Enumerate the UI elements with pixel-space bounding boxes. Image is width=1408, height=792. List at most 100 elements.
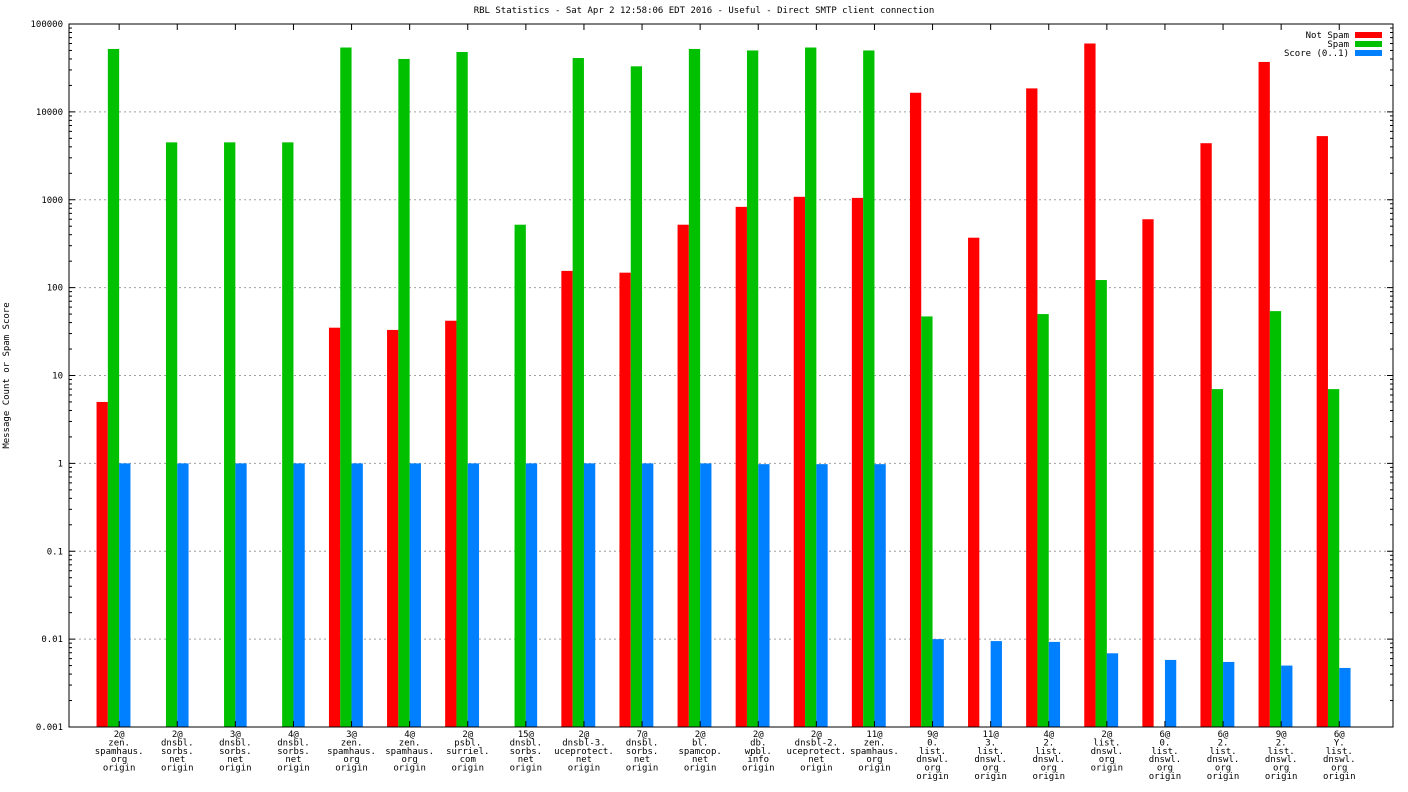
bar: [1106, 653, 1119, 727]
bar: [932, 639, 944, 727]
x-tick-label: 9@ 0. list. dnswl. org origin: [916, 730, 949, 782]
x-tick-label: 2@ list. dnswl. org origin: [1091, 730, 1124, 774]
bar: [177, 463, 189, 727]
chart-title: RBL Statistics - Sat Apr 2 12:58:06 EDT …: [473, 6, 935, 16]
x-tick-label: 11@ 3. list. dnswl. org origin: [974, 730, 1007, 782]
bar: [1281, 665, 1293, 727]
x-tick-label: 2@ dnsbl. sorbs. net origin: [161, 730, 194, 774]
bar: [921, 316, 933, 727]
bar: [1258, 61, 1270, 727]
x-tick-label: 3@ zen. spamhaus. org origin: [327, 730, 376, 774]
y-tick-label: 1: [58, 459, 63, 469]
bar: [851, 197, 864, 727]
bar: [688, 48, 701, 728]
bar: [467, 463, 480, 727]
bar: [642, 463, 654, 727]
bar: [398, 58, 410, 727]
bar: [1211, 389, 1224, 727]
y-tick-label: 100000: [30, 20, 63, 30]
y-tick-label: 0.001: [36, 723, 63, 733]
bar: [224, 142, 236, 728]
bar: [619, 272, 631, 727]
x-tick-label: 2@ db. wpbl. info origin: [742, 730, 775, 774]
bar: [805, 47, 817, 728]
bar: [1095, 280, 1107, 727]
bar: [746, 50, 759, 728]
bar: [1327, 389, 1340, 727]
x-tick-label: 2@ psbl. surriel. com origin: [446, 730, 489, 774]
y-tick-label: 1000: [41, 196, 63, 206]
legend-swatch: [1355, 32, 1382, 38]
bar: [456, 52, 468, 727]
bar: [293, 463, 305, 727]
legend-label: Not Spam: [1306, 31, 1349, 41]
bar: [909, 92, 922, 727]
bar: [1316, 136, 1328, 728]
bars: [96, 43, 1351, 728]
y-tick-label: 10: [52, 372, 63, 382]
bar: [677, 224, 689, 727]
bar: [874, 464, 886, 727]
bar: [409, 463, 421, 727]
legend-label: Spam: [1327, 40, 1349, 50]
x-tick-label: 2@ zen. spamhaus. org origin: [95, 730, 144, 774]
bar: [968, 237, 980, 727]
bar: [351, 463, 363, 727]
bar: [1026, 88, 1038, 728]
y-axis-label: Message Count or Spam Score: [2, 302, 12, 448]
x-tick-label: 4@ zen. spamhaus. org origin: [385, 730, 434, 774]
bar: [445, 320, 457, 727]
x-tick-label: 11@ zen. spamhaus. org origin: [850, 730, 899, 774]
y-tick-label: 100: [47, 284, 63, 294]
gridlines: [69, 111, 1393, 640]
y-tick-label: 0.01: [41, 635, 63, 645]
bar: [735, 206, 747, 727]
legend-label: Score (0..1): [1284, 49, 1349, 59]
bar: [514, 224, 526, 727]
x-tick-label: 7@ dnsbl. sorbs. net origin: [626, 730, 659, 774]
bar: [1339, 667, 1351, 727]
x-tick-label: 3@ dnsbl. sorbs. net origin: [219, 730, 252, 774]
x-tick-label: 2@ dnsbl-3. uceprotect. net origin: [554, 730, 614, 774]
bar: [96, 401, 108, 727]
bar: [990, 641, 1002, 727]
bar: [572, 58, 584, 728]
bar: [1084, 43, 1096, 728]
x-tick-label: 4@ dnsbl. sorbs. net origin: [277, 730, 310, 774]
bar: [1037, 314, 1049, 727]
y-tick-label: 0.1: [47, 547, 63, 557]
bar: [863, 50, 875, 728]
bar: [758, 464, 770, 727]
x-tick-label: 9@ 2. list. dnswl. org origin: [1265, 730, 1298, 782]
x-tick-label: 2@ bl. spamcop. net origin: [678, 730, 721, 774]
bar: [235, 463, 247, 727]
bar: [1164, 659, 1177, 727]
bar: [1048, 641, 1061, 727]
x-tick-label: 2@ dnsbl-2. uceprotect. net origin: [787, 730, 847, 774]
bar: [1200, 143, 1212, 727]
bar: [340, 47, 352, 728]
bar: [583, 463, 596, 727]
bar: [793, 196, 806, 728]
legend-swatch: [1355, 41, 1382, 47]
bar: [1142, 219, 1154, 727]
y-axis: 0.001 0.01 0.1 1 10 100 1000 10000 100000: [30, 20, 1393, 733]
x-tick-label: 6@ 0. list. dnswl. org origin: [1149, 730, 1182, 782]
bar: [525, 463, 538, 727]
bar: [1269, 311, 1282, 727]
bar: [630, 66, 643, 727]
bar: [119, 463, 131, 727]
x-tick-label: 4@ 2. list. dnswl. org origin: [1032, 730, 1065, 782]
bar: [107, 48, 120, 728]
x-axis: 2@ zen. spamhaus. org origin 2@ dnsbl. sorbs. ne…: [95, 24, 1356, 782]
x-tick-label: 6@ Y. list. dnswl. org origin: [1323, 730, 1356, 782]
bar: [282, 142, 294, 728]
bar: [1223, 661, 1235, 727]
y-tick-label: 10000: [36, 108, 63, 118]
bar: [816, 464, 828, 727]
bar: [561, 270, 573, 727]
bar: [700, 463, 712, 727]
bar: [165, 142, 178, 728]
